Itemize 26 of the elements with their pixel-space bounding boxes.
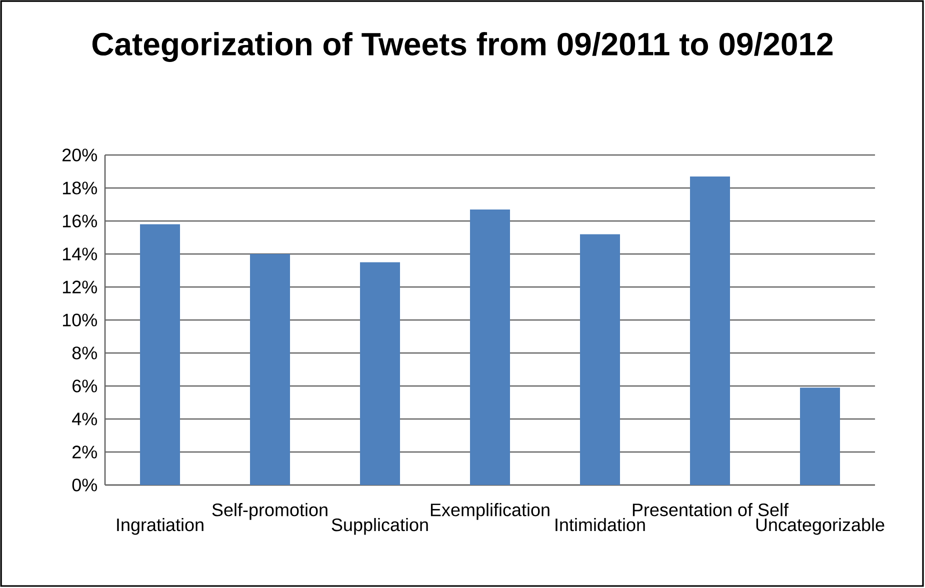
x-tick-label: Self-promotion xyxy=(212,503,328,520)
y-tick-label: 14% xyxy=(62,248,97,260)
bar xyxy=(250,254,290,485)
y-tick-label: 20% xyxy=(62,148,97,162)
chart-title: Categorization of Tweets from 09/2011 to 09/2012 xyxy=(92,32,833,62)
y-tick-label: 10% xyxy=(62,314,97,326)
y-tick-label: 4% xyxy=(72,412,97,426)
y-tick-label: 18% xyxy=(62,182,97,194)
y-tick-label: 2% xyxy=(72,446,97,458)
bar xyxy=(360,262,400,485)
bar xyxy=(470,209,510,485)
x-tick-label: Uncategorizable xyxy=(756,518,884,535)
y-tick-label: 8% xyxy=(72,346,97,360)
x-tick-label: Exemplification xyxy=(430,503,550,520)
x-tick-label: Intimidation xyxy=(556,518,645,532)
y-tick-label: 12% xyxy=(62,280,97,294)
x-tick-label: Ingratiation xyxy=(117,518,204,535)
y-tick-label: 6% xyxy=(72,380,97,392)
bar xyxy=(140,224,180,485)
bar xyxy=(800,388,840,485)
y-tick-label: 16% xyxy=(62,214,97,228)
bar xyxy=(580,234,620,485)
x-tick-label: Presentation of Self xyxy=(632,503,789,516)
x-tick-label: Supplication xyxy=(332,518,428,535)
bar xyxy=(690,176,730,485)
y-tick-label: 0% xyxy=(72,478,97,492)
